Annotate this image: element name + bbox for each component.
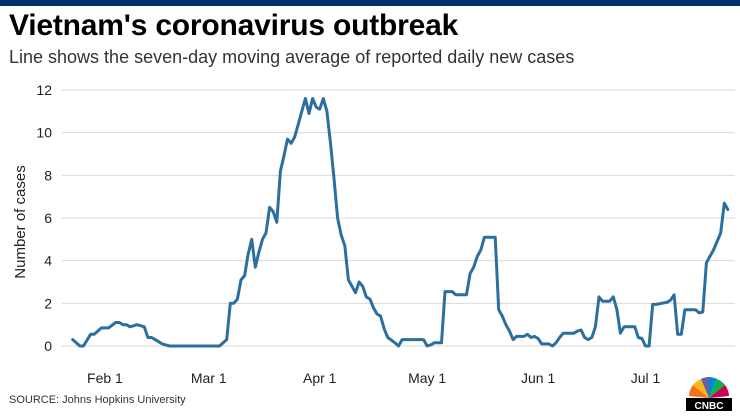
y-tick-label: 12: [36, 82, 52, 98]
x-tick-label: Feb 1: [87, 370, 123, 386]
x-tick-label: Jun 1: [521, 370, 555, 386]
y-tick-label: 10: [36, 125, 52, 141]
y-tick-label: 4: [44, 253, 52, 269]
y-tick-label: 0: [44, 338, 52, 354]
y-axis-ticks: 0 2 4 6 8 10 12: [36, 82, 52, 354]
y-tick-label: 2: [44, 295, 52, 311]
x-tick-label: May 1: [408, 370, 446, 386]
x-tick-label: Apr 1: [303, 370, 337, 386]
x-tick-label: Jul 1: [631, 370, 661, 386]
source-note: SOURCE: Johns Hopkins University: [9, 394, 186, 406]
x-axis-ticks: Feb 1 Mar 1 Apr 1 May 1 Jun 1 Jul 1: [87, 370, 660, 386]
brand-top-bar: [0, 0, 740, 6]
chart-subtitle: Line shows the seven-day moving average …: [9, 47, 575, 67]
logo-text: CNBC: [695, 401, 724, 412]
chart-title: Vietnam's coronavirus outbreak: [9, 9, 459, 42]
cnbc-peacock-logo: CNBC: [686, 377, 732, 412]
y-tick-label: 8: [44, 167, 52, 183]
y-tick-label: 6: [44, 210, 52, 226]
y-axis-label: Number of cases: [12, 165, 29, 278]
x-tick-label: Mar 1: [191, 370, 227, 386]
series-line: [71, 97, 730, 348]
gridlines: [62, 89, 735, 347]
